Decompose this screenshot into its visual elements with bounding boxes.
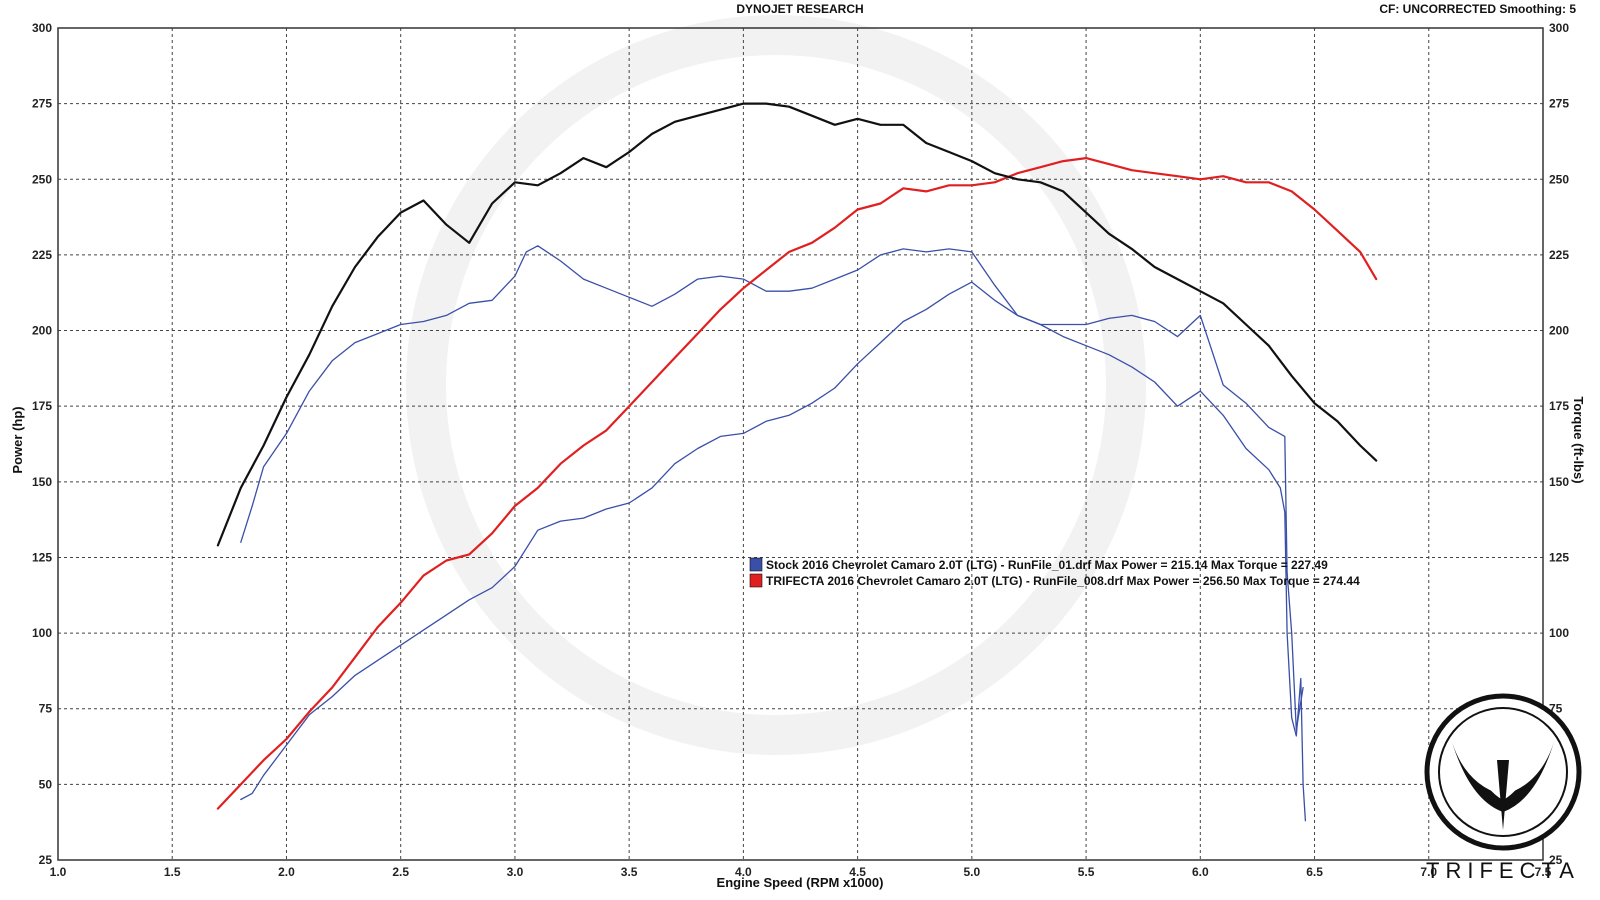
y-tick-labels: 2525505075751001001251251501501751752002…: [32, 21, 1569, 867]
y-tick-label-left: 25: [39, 853, 53, 867]
x-tick-label: 7.5: [1535, 865, 1552, 879]
y-tick-label-right: 125: [1549, 550, 1569, 564]
y-tick-label-right: 25: [1549, 853, 1563, 867]
x-tick-label: 1.5: [164, 865, 181, 879]
y-tick-label-left: 225: [32, 248, 52, 262]
trifecta-logo: TRIFECTA: [1424, 693, 1582, 883]
legend-swatch-trifecta: [749, 573, 763, 588]
x-tick-label: 6.0: [1192, 865, 1209, 879]
y-tick-label-left: 200: [32, 324, 52, 338]
y-tick-label-right: 150: [1549, 475, 1569, 489]
y-tick-label-left: 50: [39, 777, 53, 791]
y-tick-label-left: 125: [32, 550, 52, 564]
y-axis-label-right: Torque (ft-lbs): [1571, 396, 1586, 483]
y-tick-label-right: 225: [1549, 248, 1569, 262]
x-tick-label: 2.0: [278, 865, 295, 879]
series-trifecta-torque: [216, 102, 1378, 547]
y-tick-label-left: 275: [32, 97, 52, 111]
y-tick-label-left: 175: [32, 399, 52, 413]
y-tick-label-right: 175: [1549, 399, 1569, 413]
y-tick-label-left: 75: [39, 702, 53, 716]
y-axis-label-left: Power (hp): [10, 406, 25, 473]
x-tick-label: 2.5: [392, 865, 409, 879]
x-tick-label: 7.0: [1420, 865, 1437, 879]
y-tick-label-right: 300: [1549, 21, 1569, 35]
legend-swatch-stock: [749, 557, 763, 572]
x-tick-label: 5.0: [964, 865, 981, 879]
chart-title: DYNOJET RESEARCH: [736, 2, 864, 16]
x-tick-label: 3.0: [507, 865, 524, 879]
y-tick-label-left: 100: [32, 626, 52, 640]
legend-item-trifecta: TRIFECTA 2016 Chevrolet Camaro 2.0T (LTG…: [766, 574, 1360, 588]
x-axis-label: Engine Speed (RPM x1000): [717, 875, 884, 890]
series-trifecta-power: [216, 157, 1378, 810]
y-tick-label-left: 300: [32, 21, 52, 35]
x-tick-label: 5.5: [1078, 865, 1095, 879]
y-tick-label-right: 100: [1549, 626, 1569, 640]
y-tick-label-right: 275: [1549, 97, 1569, 111]
series-stock-power: [240, 281, 1307, 822]
y-tick-label-left: 250: [32, 172, 52, 186]
x-tick-label: 4.5: [849, 865, 866, 879]
y-tick-label-right: 200: [1549, 324, 1569, 338]
legend: Stock 2016 Chevrolet Camaro 2.0T (LTG) -…: [749, 557, 1360, 588]
correction-factor-label: CF: UNCORRECTED Smoothing: 5: [1379, 2, 1576, 16]
x-tick-labels: 1.0 1.5 2.0 2.5 3.0 3.5 4.0 4.5 5.0 5.5 6.0 6.5 7.0 7…: [50, 865, 1552, 879]
series-stock-torque: [240, 245, 1304, 731]
watermark-ring: [406, 15, 1146, 755]
series-lines: [216, 102, 1378, 822]
brand-wordmark: TRIFECTA: [1426, 858, 1580, 883]
legend-item-stock: Stock 2016 Chevrolet Camaro 2.0T (LTG) -…: [766, 558, 1328, 572]
y-tick-label-left: 150: [32, 475, 52, 489]
y-tick-label-right: 250: [1549, 172, 1569, 186]
plot-frame: [57, 27, 1544, 861]
x-tick-label: 3.5: [621, 865, 638, 879]
x-tick-label: 1.0: [50, 865, 67, 879]
x-tick-label: 6.5: [1306, 865, 1323, 879]
x-tick-label: 4.0: [735, 865, 752, 879]
